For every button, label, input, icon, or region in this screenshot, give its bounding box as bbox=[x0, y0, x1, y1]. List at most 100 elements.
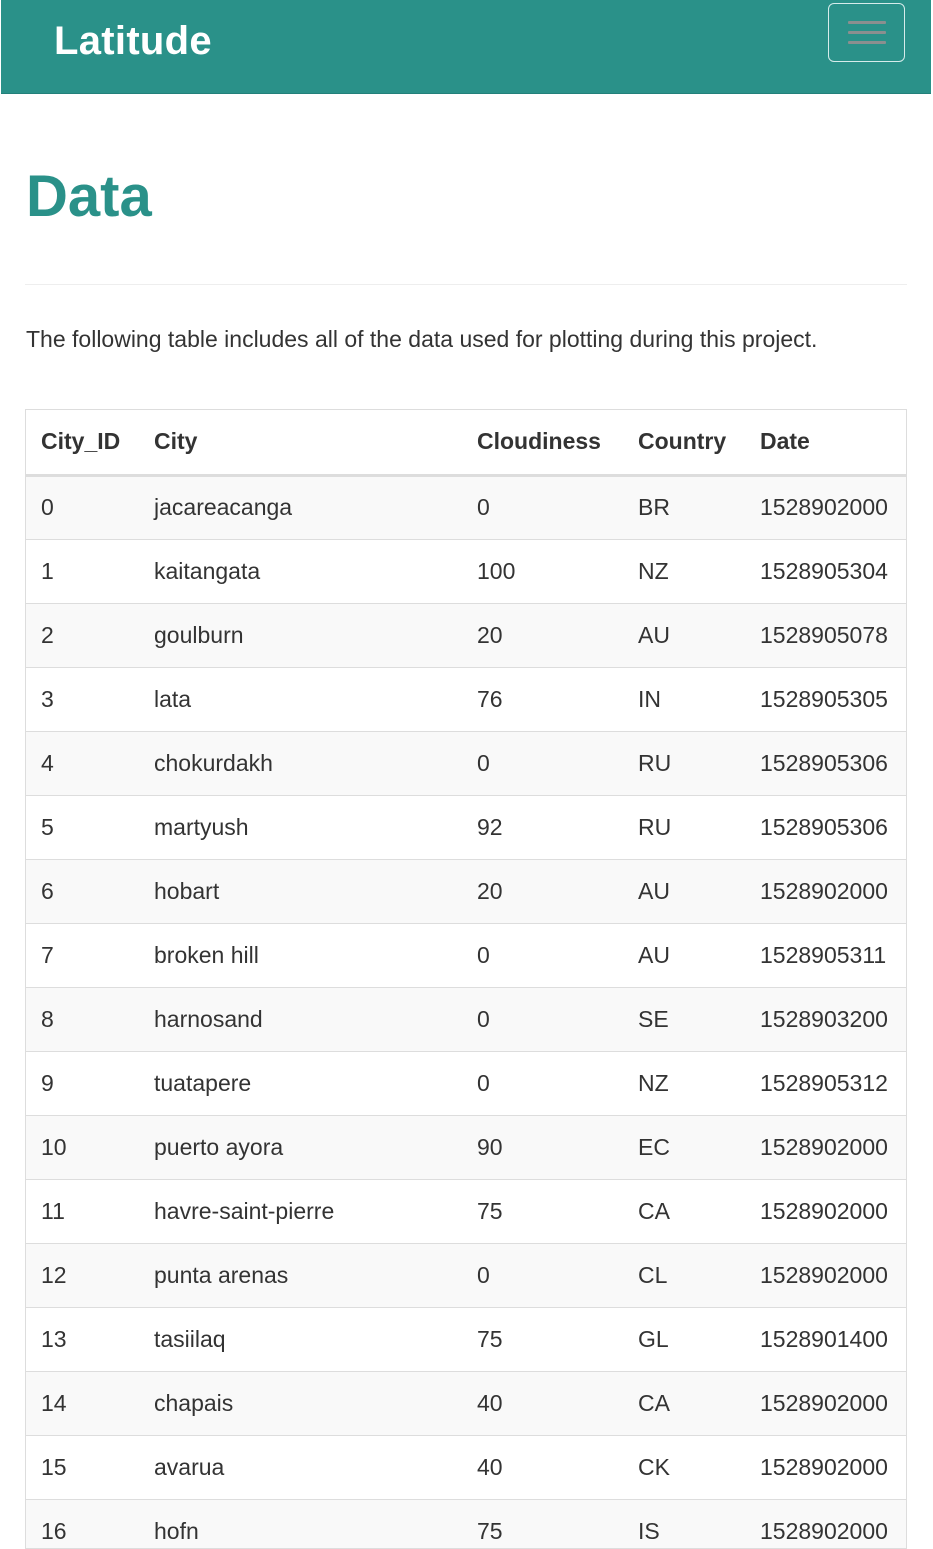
cell-city: chapais bbox=[139, 1370, 462, 1435]
cell-date: 1528902000 bbox=[745, 1178, 906, 1243]
table-row: 0 jacareacanga 0 BR 1528902000 bbox=[26, 475, 906, 539]
cell-cloudiness: 92 bbox=[462, 794, 623, 859]
cell-country: BR bbox=[623, 475, 745, 539]
cell-city-id: 16 bbox=[26, 1498, 139, 1548]
cell-city-id: 1 bbox=[26, 538, 139, 603]
table-row: 8 harnosand 0 SE 1528903200 bbox=[26, 986, 906, 1051]
cell-date: 1528905304 bbox=[745, 538, 906, 603]
cell-date: 1528905306 bbox=[745, 730, 906, 795]
column-header-country: Country bbox=[623, 410, 745, 477]
cell-date: 1528905306 bbox=[745, 794, 906, 859]
cell-city-id: 8 bbox=[26, 986, 139, 1051]
table-row: 4 chokurdakh 0 RU 1528905306 bbox=[26, 730, 906, 795]
hamburger-bar bbox=[848, 31, 886, 34]
cell-country: NZ bbox=[623, 1050, 745, 1115]
table-row: 10 puerto ayora 90 EC 1528902000 bbox=[26, 1114, 906, 1179]
cell-country: EC bbox=[623, 1114, 745, 1179]
cell-cloudiness: 0 bbox=[462, 730, 623, 795]
cell-city: punta arenas bbox=[139, 1242, 462, 1307]
cell-cloudiness: 75 bbox=[462, 1498, 623, 1548]
data-table: City_ID City Cloudiness Country Date 0 jacare… bbox=[26, 410, 906, 1548]
table-row: 1 kaitangata 100 NZ 1528905304 bbox=[26, 538, 906, 603]
cell-cloudiness: 0 bbox=[462, 475, 623, 539]
cell-city: kaitangata bbox=[139, 538, 462, 603]
cell-cloudiness: 76 bbox=[462, 666, 623, 731]
table-row: 5 martyush 92 RU 1528905306 bbox=[26, 794, 906, 859]
cell-country: AU bbox=[623, 602, 745, 667]
cell-cloudiness: 40 bbox=[462, 1434, 623, 1499]
cell-cloudiness: 75 bbox=[462, 1306, 623, 1371]
cell-city-id: 5 bbox=[26, 794, 139, 859]
cell-city: jacareacanga bbox=[139, 475, 462, 539]
column-header-cloudiness: Cloudiness bbox=[462, 410, 623, 477]
cell-date: 1528902000 bbox=[745, 475, 906, 539]
table-row: 6 hobart 20 AU 1528902000 bbox=[26, 858, 906, 923]
cell-country: NZ bbox=[623, 538, 745, 603]
table-row: 2 goulburn 20 AU 1528905078 bbox=[26, 602, 906, 667]
navbar: Latitude bbox=[1, 0, 931, 94]
cell-cloudiness: 100 bbox=[462, 538, 623, 603]
cell-city: tuatapere bbox=[139, 1050, 462, 1115]
cell-city-id: 12 bbox=[26, 1242, 139, 1307]
column-header-city-id: City_ID bbox=[26, 410, 139, 477]
table-row: 9 tuatapere 0 NZ 1528905312 bbox=[26, 1050, 906, 1115]
cell-city-id: 4 bbox=[26, 730, 139, 795]
cell-cloudiness: 75 bbox=[462, 1178, 623, 1243]
page-title: Data bbox=[26, 164, 152, 229]
cell-city: harnosand bbox=[139, 986, 462, 1051]
cell-city-id: 2 bbox=[26, 602, 139, 667]
table-row: 16 hofn 75 IS 1528902000 bbox=[26, 1498, 906, 1548]
cell-cloudiness: 20 bbox=[462, 858, 623, 923]
cell-country: AU bbox=[623, 858, 745, 923]
cell-city: goulburn bbox=[139, 602, 462, 667]
cell-city: puerto ayora bbox=[139, 1114, 462, 1179]
table-header: City_ID City Cloudiness Country Date bbox=[26, 410, 906, 477]
cell-cloudiness: 40 bbox=[462, 1370, 623, 1435]
cell-city: broken hill bbox=[139, 922, 462, 987]
cell-city: hobart bbox=[139, 858, 462, 923]
cell-cloudiness: 0 bbox=[462, 986, 623, 1051]
table-header-row: City_ID City Cloudiness Country Date bbox=[26, 410, 906, 477]
cell-date: 1528905078 bbox=[745, 602, 906, 667]
navbar-toggle-button[interactable] bbox=[828, 3, 905, 62]
table-row: 3 lata 76 IN 1528905305 bbox=[26, 666, 906, 731]
cell-date: 1528902000 bbox=[745, 858, 906, 923]
cell-date: 1528902000 bbox=[745, 1242, 906, 1307]
divider bbox=[25, 284, 907, 285]
cell-country: AU bbox=[623, 922, 745, 987]
cell-city-id: 3 bbox=[26, 666, 139, 731]
cell-city: chokurdakh bbox=[139, 730, 462, 795]
brand-link[interactable]: Latitude bbox=[54, 19, 212, 63]
hamburger-bar bbox=[848, 41, 886, 44]
column-header-date: Date bbox=[745, 410, 906, 477]
cell-date: 1528902000 bbox=[745, 1370, 906, 1435]
cell-country: GL bbox=[623, 1306, 745, 1371]
cell-cloudiness: 0 bbox=[462, 1050, 623, 1115]
cell-city-id: 13 bbox=[26, 1306, 139, 1371]
cell-date: 1528905305 bbox=[745, 666, 906, 731]
cell-country: CL bbox=[623, 1242, 745, 1307]
table-body: 0 jacareacanga 0 BR 1528902000 1 kaitangata 100… bbox=[26, 475, 906, 1548]
cell-date: 1528902000 bbox=[745, 1114, 906, 1179]
table-row: 11 havre-saint-pierre 75 CA 1528902000 bbox=[26, 1178, 906, 1243]
cell-country: CK bbox=[623, 1434, 745, 1499]
cell-city: lata bbox=[139, 666, 462, 731]
cell-cloudiness: 90 bbox=[462, 1114, 623, 1179]
cell-cloudiness: 0 bbox=[462, 922, 623, 987]
table-row: 12 punta arenas 0 CL 1528902000 bbox=[26, 1242, 906, 1307]
table-row: 14 chapais 40 CA 1528902000 bbox=[26, 1370, 906, 1435]
cell-date: 1528901400 bbox=[745, 1306, 906, 1371]
cell-cloudiness: 0 bbox=[462, 1242, 623, 1307]
cell-date: 1528902000 bbox=[745, 1434, 906, 1499]
cell-city-id: 15 bbox=[26, 1434, 139, 1499]
cell-city-id: 7 bbox=[26, 922, 139, 987]
cell-country: IS bbox=[623, 1498, 745, 1548]
cell-country: IN bbox=[623, 666, 745, 731]
cell-city: havre-saint-pierre bbox=[139, 1178, 462, 1243]
cell-city-id: 6 bbox=[26, 858, 139, 923]
cell-city: avarua bbox=[139, 1434, 462, 1499]
table-row: 13 tasiilaq 75 GL 1528901400 bbox=[26, 1306, 906, 1371]
intro-text: The following table includes all of the … bbox=[26, 326, 818, 352]
cell-date: 1528902000 bbox=[745, 1498, 906, 1548]
cell-city: martyush bbox=[139, 794, 462, 859]
